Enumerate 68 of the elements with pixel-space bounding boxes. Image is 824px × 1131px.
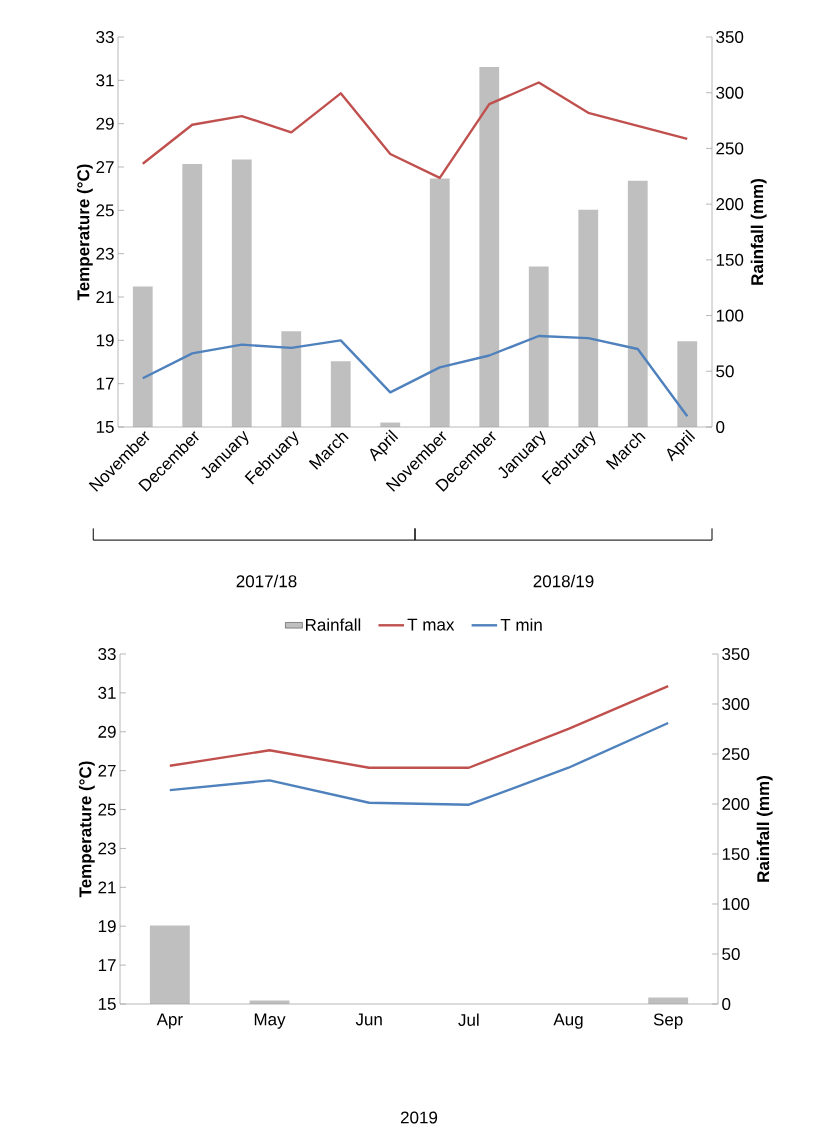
y2-tick-label: 100 [722,897,750,911]
y2-tick-label: 50 [722,947,740,961]
y-tick-label: 27 [96,161,114,173]
y-axis-title: Temperature (°C) [78,761,95,898]
y-tick-label: 27 [98,764,116,777]
bar [330,361,351,427]
y-tick-label: 17 [96,377,114,390]
y-tick-label: 23 [98,842,116,855]
y-tick-label: 33 [98,647,116,661]
y-tick-label: 15 [98,998,116,1010]
bar [677,341,698,427]
x-axis-title: 2019 [400,1111,438,1124]
x-tick-label: May [254,1013,286,1029]
bar [479,67,500,427]
line-series [141,334,689,418]
y-tick-label: 21 [96,291,114,303]
line-series [168,684,670,769]
bar [578,209,599,427]
y-tick-label: 17 [98,959,116,971]
y2-axis-title: Rainfall (mm) [750,179,767,285]
y2-tick-label: 150 [716,253,744,266]
y2-tick-label: 300 [716,86,744,99]
bar [182,164,203,427]
y-tick-label: 25 [96,204,114,217]
bar [528,266,549,427]
y-axis-title: Temperature (°C) [76,164,93,301]
y2-tick-label: 200 [722,797,750,811]
y2-tick-label: 0 [716,420,725,434]
y2-tick-label: 100 [716,309,744,322]
y-tick-label: 29 [98,725,116,738]
bar [627,180,648,427]
y-tick-label: 33 [96,30,114,44]
y2-tick-label: 200 [716,198,744,211]
bar [149,925,190,1004]
y2-tick-label: 150 [722,847,750,861]
bar [132,286,153,427]
x-tick-label: Jul [458,1013,479,1027]
text: 2018/19 [533,574,594,588]
y-tick-label: 15 [96,421,114,433]
y2-tick-label: 50 [716,365,734,378]
x-tick-label: Apr [156,1013,183,1029]
y2-tick-label: 250 [716,142,744,155]
bar [429,178,450,427]
x-tick-label: Sep [653,1013,683,1029]
legend-label: T max [407,618,455,631]
bar [648,997,689,1004]
y-tick-label: 19 [96,334,114,347]
y-tick-label: 19 [98,920,116,933]
y-tick-label: 31 [96,74,114,87]
y-tick-label: 25 [98,803,116,816]
bar [231,159,252,427]
y2-tick-label: 250 [722,747,750,761]
y2-tick-label: 0 [722,997,731,1011]
line-series [168,721,670,806]
x-tick-label: Aug [553,1013,583,1029]
x-tick-label: Jun [355,1013,382,1026]
legend-label: T min [500,618,542,631]
y-tick-label: 29 [96,117,114,130]
legend-label: Rainfall [305,618,361,631]
y-tick-label: 21 [98,881,116,894]
y2-tick-label: 350 [722,647,750,661]
y2-tick-label: 300 [722,697,750,711]
y2-axis-title: Rainfall (mm) [756,776,773,882]
y-tick-label: 31 [98,686,116,699]
text: 2017/18 [236,574,297,588]
y-tick-label: 23 [96,247,114,260]
bar [281,331,302,427]
y2-tick-label: 350 [716,30,744,44]
